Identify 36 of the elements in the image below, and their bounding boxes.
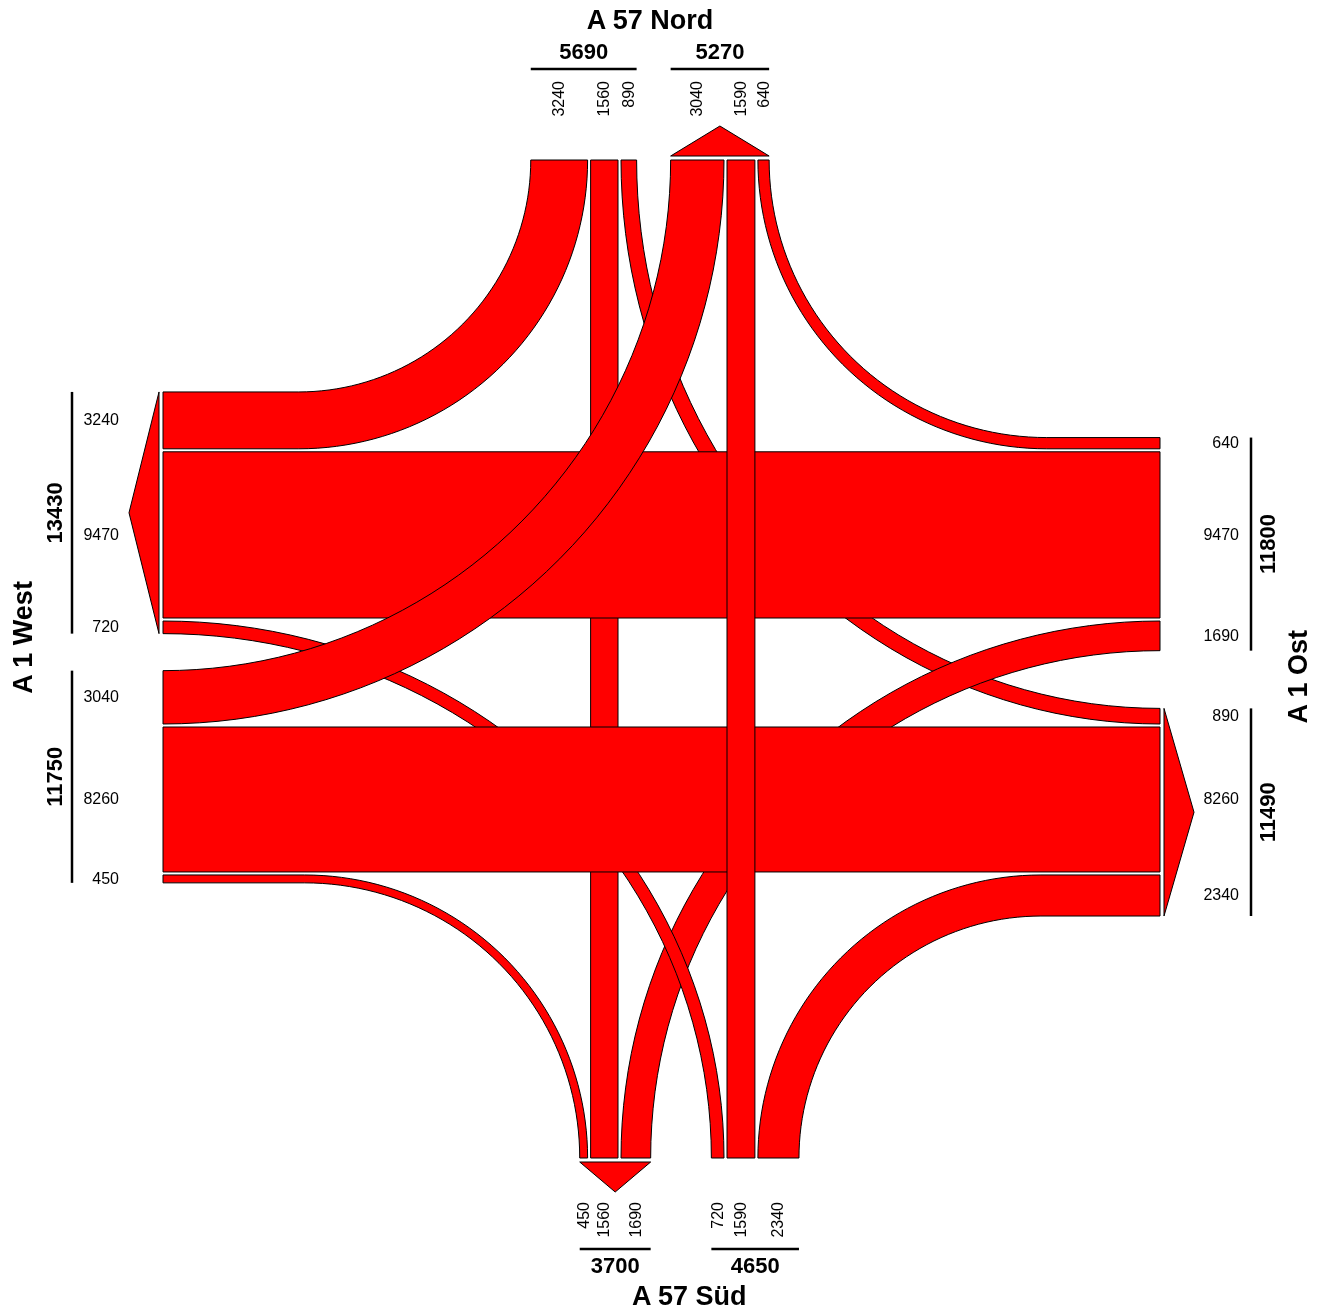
data-label: 3040	[83, 688, 120, 706]
data-label: 720	[92, 618, 120, 636]
data-label: 640	[754, 80, 772, 108]
data-label: 1590	[731, 1201, 749, 1238]
data-label: 3040	[688, 80, 706, 117]
text: 13430	[42, 482, 67, 544]
data-label: 720	[708, 1201, 726, 1229]
text: 4650	[730, 1253, 780, 1278]
data-label: 890	[1212, 707, 1240, 725]
text: 5690	[559, 39, 609, 64]
data-label: 2340	[769, 1201, 787, 1238]
data-label: 450	[574, 1201, 592, 1229]
data-label: 640	[1212, 434, 1240, 452]
data-label: 9470	[83, 525, 120, 543]
category-label: A 1 West	[8, 581, 38, 694]
text: 3700	[590, 1253, 640, 1278]
data-label: 1560	[595, 1201, 613, 1238]
data-label: 2340	[1203, 886, 1240, 904]
data-label: 1690	[1203, 626, 1240, 644]
text: 5270	[695, 39, 745, 64]
text: 11490	[1255, 782, 1280, 843]
data-label: 8260	[1203, 790, 1240, 808]
data-label: 9470	[1203, 525, 1240, 543]
category-label: A 57 Süd	[632, 1281, 747, 1311]
category-label: A 57 Nord	[586, 5, 714, 35]
data-label: 450	[92, 869, 120, 887]
data-label: 3240	[550, 80, 568, 117]
data-label: 1560	[595, 80, 613, 117]
category-label: A 1 Ost	[1283, 630, 1313, 724]
data-label: 1690	[626, 1201, 644, 1238]
data-label: 8260	[83, 790, 120, 808]
text: 11750	[42, 746, 67, 807]
data-label: 1590	[731, 80, 749, 117]
data-label: 890	[619, 80, 637, 108]
text: 11800	[1255, 514, 1280, 575]
data-label: 3240	[83, 411, 120, 429]
